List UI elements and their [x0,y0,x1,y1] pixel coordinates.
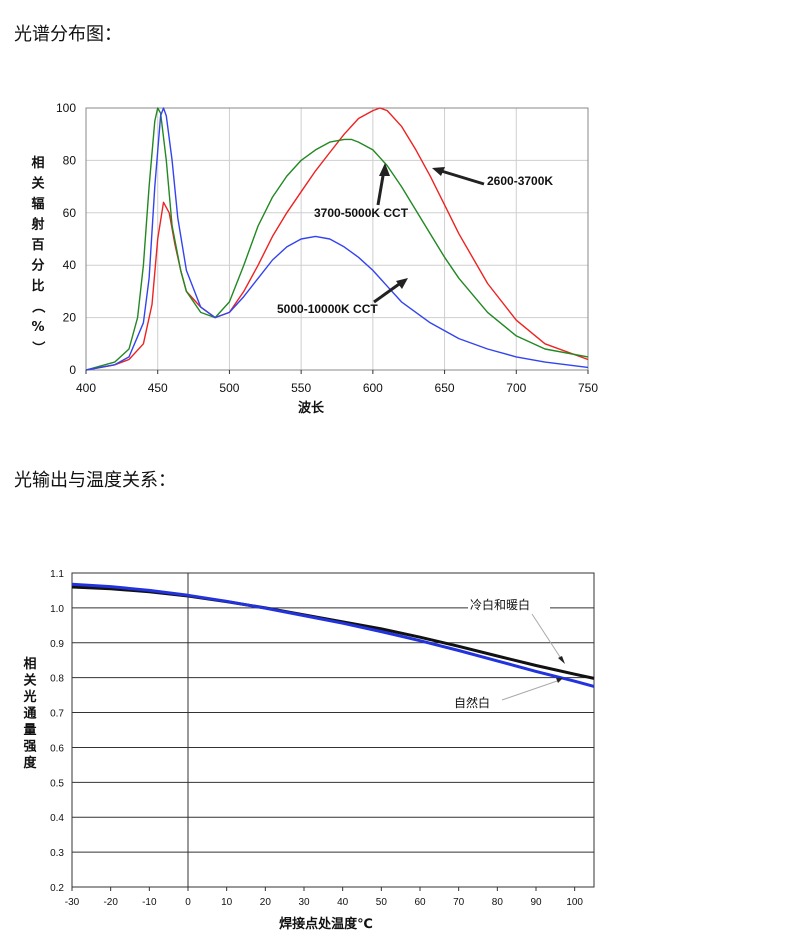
y-axis-label-char: 通 [23,706,36,722]
x-tick-label: 600 [363,381,383,395]
x-tick-label: -20 [103,897,118,908]
x-tick-label: 400 [76,381,96,395]
x-tick-label: 10 [221,897,233,908]
arrow-5000-10000k [373,280,403,304]
y-axis-label-char: 光 [22,689,36,705]
x-tick-label: 30 [298,897,310,908]
temperature-grid [72,572,594,888]
y-tick-label: 60 [63,206,77,220]
y-tick-label: 40 [63,258,77,272]
y-tick-label: 0.5 [50,778,64,789]
y-axis-label-char: 分 [31,258,44,274]
x-tick-label: 450 [148,381,168,395]
y-axis-label-char: 比 [31,278,44,294]
arrowhead-3700-5000k [379,163,390,176]
x-tick-label: 80 [492,897,504,908]
y-tick-label: 0.2 [50,883,64,894]
y-tick-label: 100 [56,101,76,115]
spectrum-ticks: 0 20 40 60 80 100 400 450 500 550 600 650 700 750 [56,101,598,395]
y-axis-label-char: % [31,320,44,335]
arrowhead-2600-3700k [432,167,445,176]
temperature-series [71,582,595,688]
x-tick-label: 90 [530,897,542,908]
annotation-3700-5000k: 3700-5000K CCT [314,206,409,220]
spectrum-chart: 0 20 40 60 80 100 400 450 500 550 600 650 700 750 相关辐… [30,101,598,416]
x-tick-label: 20 [260,897,272,908]
y-tick-label: 0.8 [50,674,64,685]
temperature-plot-frame [71,572,595,888]
spectrum-series [85,107,589,371]
y-axis-label-char: 关 [31,176,44,192]
annotation-5000-10000k: 5000-10000K CCT [277,302,378,316]
leader-cool-warm [531,613,563,661]
y-axis-label-char: 辐 [31,196,44,212]
series-line-2 [85,107,589,371]
x-tick-label: 60 [414,897,426,908]
x-tick-label: 0 [185,897,191,908]
y-axis-label-char: 相 [23,656,36,672]
temperature-ticks: 0.2 0.3 0.4 0.5 0.6 0.7 0.8 0.9 1.0 1.1 -30 -20 -10 0… [50,569,583,908]
spectrum-x-axis-label: 波长 [298,400,325,416]
temperature-heading: 光输出与温度关系： [14,470,176,491]
y-tick-label: 0.4 [50,813,64,824]
y-tick-label: 0.7 [50,709,64,720]
x-tick-label: 700 [506,381,526,395]
y-tick-label: 0.3 [50,848,64,859]
y-axis-label-char: ） [30,341,46,354]
y-tick-label: 1.0 [50,604,64,615]
y-tick-label: 20 [63,311,77,325]
series-line-1 [71,582,595,688]
x-tick-label: 550 [291,381,311,395]
arrowhead-natural [556,678,563,683]
series-line-1 [85,107,589,371]
y-tick-label: 0 [69,363,76,377]
arrow-2600-3700k [437,168,485,186]
annotation-2600-3700k: 2600-3700K [487,174,553,188]
x-tick-label: 500 [219,381,239,395]
temperature-x-axis-label: 焊接点处温度℃ [279,916,373,932]
y-axis-label-char: 射 [30,217,44,233]
x-tick-label: -30 [65,897,80,908]
x-tick-label: 40 [337,897,349,908]
y-axis-label-char: 百 [31,238,44,253]
arrowhead-cool-warm [558,656,565,664]
spectrum-plot-frame [85,107,589,371]
x-tick-label: 650 [435,381,455,395]
annotation-natural: 自然白 [454,695,490,710]
y-axis-label-char: （ [30,300,46,313]
series-line-0 [85,107,589,371]
y-tick-label: 80 [63,153,77,167]
y-axis-label-char: 度 [23,755,37,771]
spectrum-heading: 光谱分布图： [14,24,122,45]
x-tick-label: 50 [376,897,388,908]
x-tick-label: 750 [578,381,598,395]
annotation-cool-warm: 冷白和暖白 [470,597,530,612]
arrowhead-5000-10000k [396,278,408,289]
y-tick-label: 0.9 [50,639,64,650]
y-axis-label-char: 量 [23,723,36,738]
x-tick-label: 100 [566,897,583,908]
x-tick-label: -10 [142,897,157,908]
annotation-bg-natural [452,694,502,711]
y-tick-label: 1.1 [50,569,64,580]
y-tick-label: 0.6 [50,743,64,754]
y-axis-label-char: 相 [31,155,44,171]
annotation-bg-cool-warm [468,596,550,613]
y-axis-label-char: 强 [23,740,36,755]
x-tick-label: 70 [453,897,465,908]
leader-natural [501,679,561,701]
y-axis-label-char: 关 [23,673,36,689]
